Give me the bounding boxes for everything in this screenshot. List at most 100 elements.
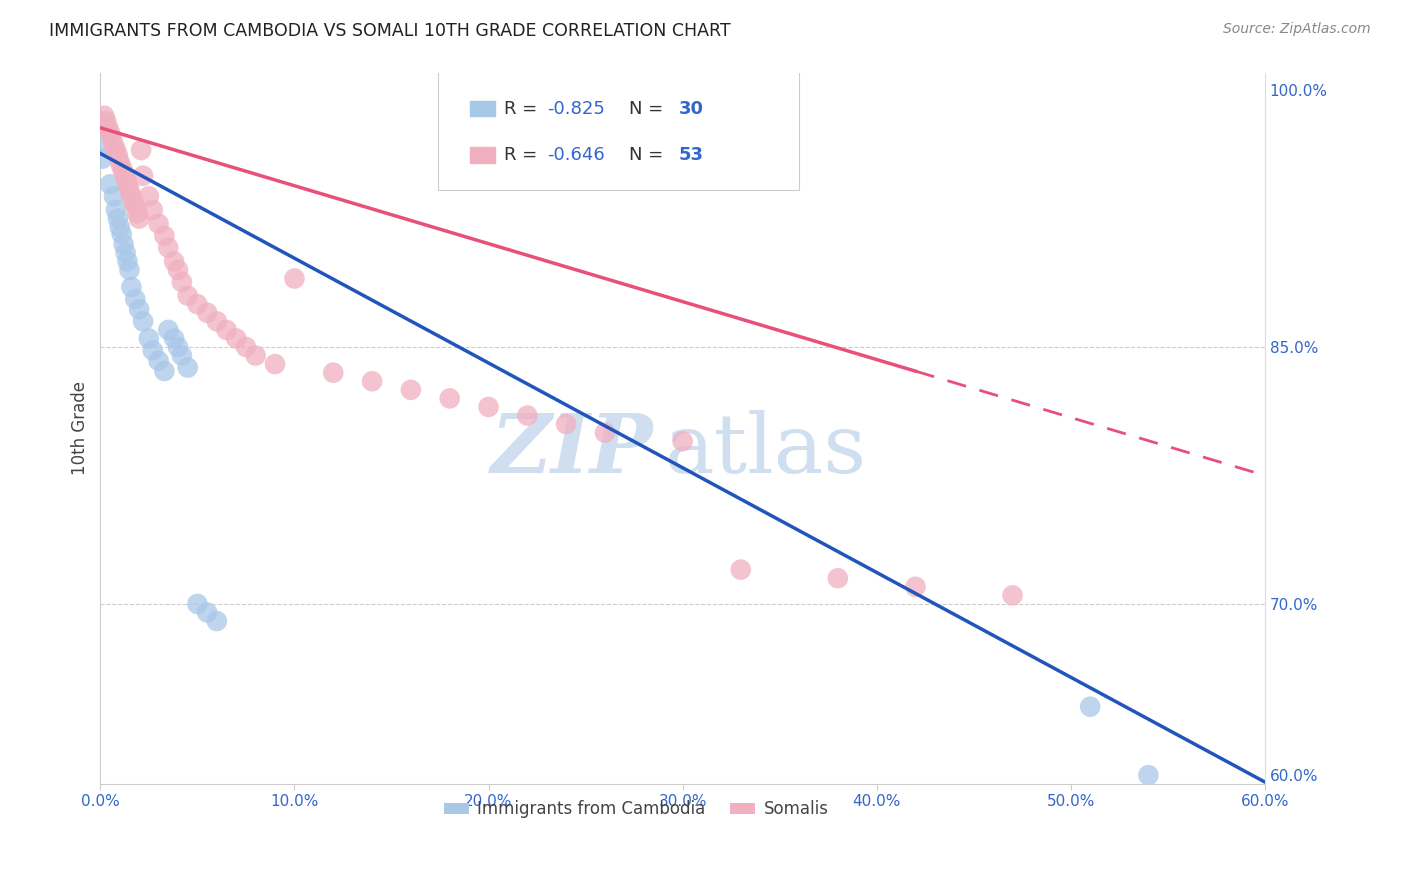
Point — [176, 360, 198, 375]
Point — [108, 220, 131, 235]
Text: N =: N = — [628, 145, 669, 164]
Point — [117, 178, 139, 192]
Point — [235, 340, 257, 354]
Point — [107, 211, 129, 226]
Legend: Immigrants from Cambodia, Somalis: Immigrants from Cambodia, Somalis — [437, 794, 835, 825]
Point — [108, 155, 131, 169]
Point — [163, 254, 186, 268]
Point — [96, 137, 118, 152]
Point — [101, 131, 124, 145]
Point — [103, 189, 125, 203]
Point — [322, 366, 344, 380]
Point — [215, 323, 238, 337]
Point — [148, 217, 170, 231]
Text: -0.825: -0.825 — [547, 100, 606, 118]
Point — [118, 182, 141, 196]
Point — [111, 227, 134, 241]
FancyBboxPatch shape — [470, 101, 495, 116]
Point — [157, 323, 180, 337]
Point — [114, 172, 136, 186]
Point — [827, 571, 849, 585]
Point — [117, 254, 139, 268]
Point — [195, 306, 218, 320]
Point — [128, 211, 150, 226]
Point — [186, 597, 208, 611]
Text: ZIP: ZIP — [491, 409, 654, 490]
Point — [104, 202, 127, 217]
Point — [730, 563, 752, 577]
Point — [225, 331, 247, 345]
Point — [91, 117, 114, 131]
Point — [516, 409, 538, 423]
Point — [176, 288, 198, 302]
Text: R =: R = — [505, 145, 544, 164]
Point — [283, 271, 305, 285]
Point — [153, 228, 176, 243]
Text: IMMIGRANTS FROM CAMBODIA VS SOMALI 10TH GRADE CORRELATION CHART: IMMIGRANTS FROM CAMBODIA VS SOMALI 10TH … — [49, 22, 731, 40]
Point — [142, 202, 165, 217]
Point — [1001, 588, 1024, 602]
Point — [112, 165, 135, 179]
Point — [167, 340, 190, 354]
Text: -0.646: -0.646 — [547, 145, 605, 164]
Point — [103, 137, 125, 152]
Point — [477, 400, 499, 414]
Point — [157, 241, 180, 255]
Point — [167, 263, 190, 277]
Point — [170, 349, 193, 363]
Point — [104, 143, 127, 157]
Point — [120, 280, 142, 294]
Point — [91, 152, 114, 166]
Point — [107, 148, 129, 162]
Point — [98, 178, 121, 192]
Point — [264, 357, 287, 371]
Text: Source: ZipAtlas.com: Source: ZipAtlas.com — [1223, 22, 1371, 37]
Point — [127, 206, 149, 220]
Point — [555, 417, 578, 431]
Point — [124, 200, 146, 214]
Point — [114, 245, 136, 260]
Point — [120, 189, 142, 203]
Point — [153, 364, 176, 378]
Point — [195, 606, 218, 620]
Point — [245, 349, 267, 363]
FancyBboxPatch shape — [470, 147, 495, 162]
Point — [112, 237, 135, 252]
Point — [138, 331, 160, 345]
Point — [118, 263, 141, 277]
Point — [129, 143, 152, 157]
Point — [163, 331, 186, 345]
Point — [128, 302, 150, 317]
Point — [124, 292, 146, 306]
Text: R =: R = — [505, 100, 544, 118]
Text: N =: N = — [628, 100, 669, 118]
Point — [904, 580, 927, 594]
Point — [205, 614, 228, 628]
Point — [1078, 699, 1101, 714]
Point — [593, 425, 616, 440]
Point — [439, 392, 461, 406]
Point — [122, 194, 145, 209]
Point — [361, 374, 384, 388]
Text: 53: 53 — [679, 145, 704, 164]
Point — [186, 297, 208, 311]
Point — [97, 120, 120, 135]
Point — [96, 114, 118, 128]
Point — [399, 383, 422, 397]
Point — [138, 189, 160, 203]
Text: atlas: atlas — [665, 409, 868, 490]
Point — [148, 353, 170, 368]
Point — [111, 160, 134, 174]
Point — [170, 275, 193, 289]
Point — [132, 169, 155, 183]
Point — [1137, 768, 1160, 782]
Text: 30: 30 — [679, 100, 704, 118]
Point — [671, 434, 693, 449]
Point — [98, 126, 121, 140]
Point — [93, 109, 115, 123]
FancyBboxPatch shape — [439, 70, 799, 190]
Y-axis label: 10th Grade: 10th Grade — [72, 382, 89, 475]
Point — [205, 314, 228, 328]
Point — [132, 314, 155, 328]
Point — [142, 343, 165, 358]
